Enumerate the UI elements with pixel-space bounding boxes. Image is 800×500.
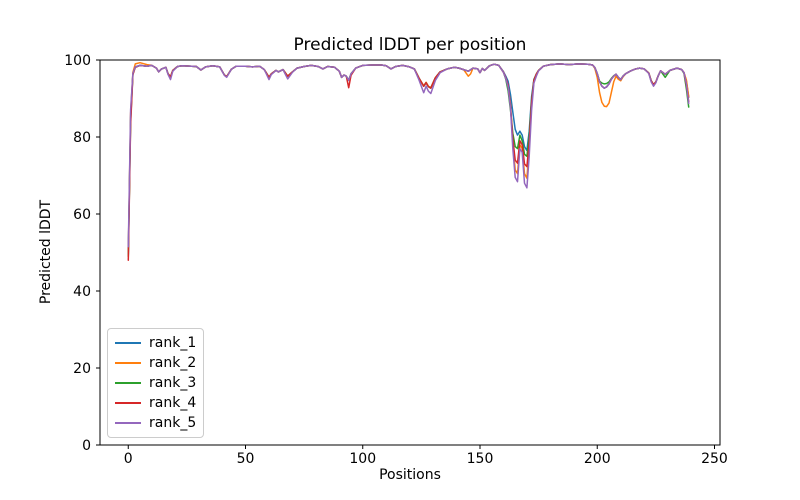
line-rank_2: [127, 61, 690, 254]
legend-label: rank_2: [149, 355, 197, 371]
legend-line-swatch: [115, 362, 141, 364]
legend-line-swatch: [115, 422, 141, 424]
y-tick-label: 80: [73, 130, 91, 146]
legend-item: rank_1: [115, 335, 197, 351]
y-tick-label: 60: [73, 207, 91, 223]
line-rank_4: [127, 63, 690, 261]
legend-line-swatch: [115, 342, 141, 344]
line-rank_3: [127, 63, 690, 258]
x-tick-label: 0: [124, 451, 133, 467]
legend-item: rank_3: [115, 375, 197, 391]
line-rank_5: [127, 63, 690, 248]
x-tick-label: 200: [584, 451, 611, 467]
axes-frame: [99, 59, 721, 446]
legend-line-swatch: [115, 382, 141, 384]
legend-label: rank_4: [149, 395, 197, 411]
legend-item: rank_2: [115, 355, 197, 371]
x-tick-label: 150: [467, 451, 494, 467]
legend-line-swatch: [115, 402, 141, 404]
legend-item: rank_4: [115, 395, 197, 411]
x-tick-label: 250: [701, 451, 728, 467]
y-tick-label: 100: [64, 53, 91, 69]
line-rank_1: [127, 63, 690, 256]
y-tick-label: 40: [73, 284, 91, 300]
legend-label: rank_3: [149, 375, 197, 391]
legend-label: rank_5: [149, 415, 197, 431]
x-tick-label: 50: [237, 451, 255, 467]
legend-label: rank_1: [149, 335, 197, 351]
legend-item: rank_5: [115, 415, 197, 431]
y-axis-label: Predicted lDDT: [38, 199, 54, 305]
x-axis-label: Positions: [379, 467, 441, 483]
x-tick-label: 100: [349, 451, 376, 467]
legend: rank_1 rank_2 rank_3 rank_4 rank_5: [107, 328, 204, 438]
y-tick-label: 20: [73, 361, 91, 377]
chart-title: Predicted lDDT per position: [293, 35, 527, 55]
y-tick-label: 0: [82, 438, 91, 454]
